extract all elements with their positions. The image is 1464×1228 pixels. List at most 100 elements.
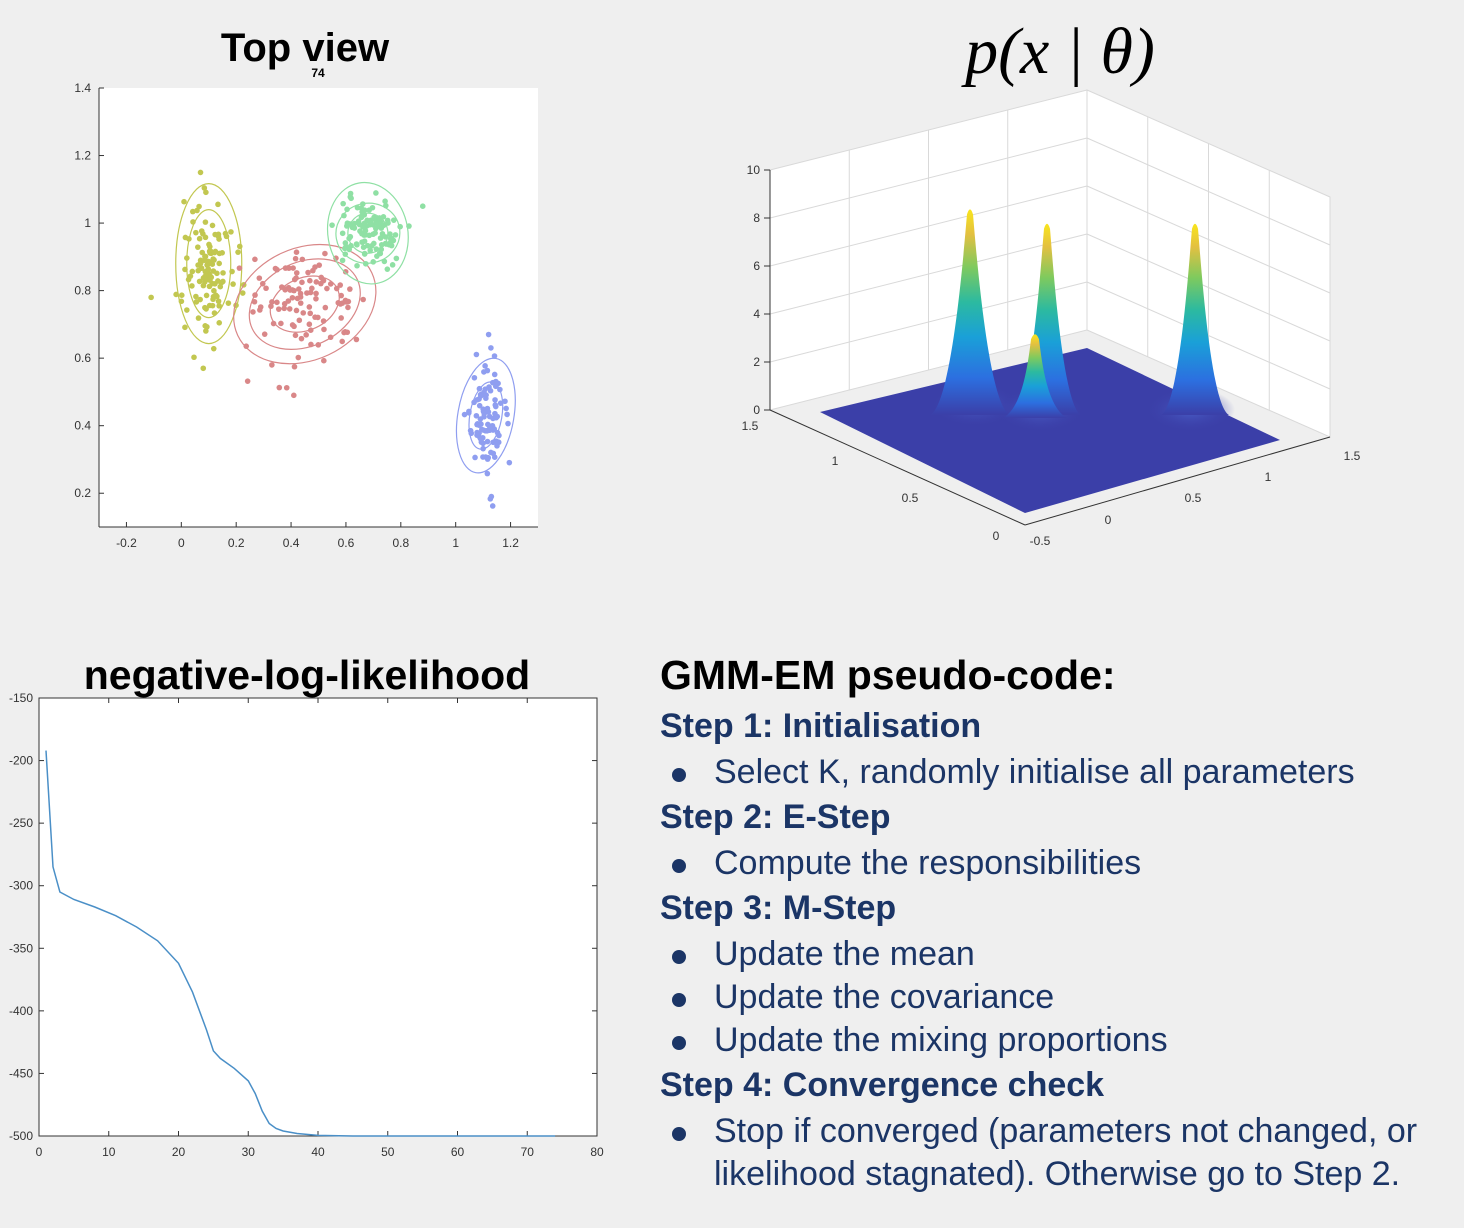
scatter-point [291, 363, 298, 370]
scatter-point [236, 265, 243, 271]
scatter-point [287, 287, 293, 293]
scatter-point [482, 454, 489, 460]
scatter-point [307, 310, 314, 317]
scatter-point [299, 279, 305, 286]
nll-y-tick-label: -400 [9, 1004, 33, 1018]
scatter-point [292, 332, 299, 339]
scatter-point [480, 445, 486, 452]
scatter-point [344, 329, 351, 336]
step-item-text: Update the mean [714, 935, 975, 973]
scatter-point [293, 270, 300, 276]
scatter-point [361, 238, 368, 245]
scatter-point [200, 365, 207, 372]
scatter-point [324, 285, 330, 292]
surface-chart: 0 2 4 6 8 10 1.5 1 0.5 0 -0.5 0 0.5 1 1.5 [742, 89, 1361, 548]
scatter-point [378, 241, 385, 248]
scatter-point [484, 428, 490, 434]
bullet-icon [672, 1127, 686, 1141]
scatter-point [497, 400, 504, 406]
scatter-point [341, 212, 347, 219]
scatter-point [303, 332, 309, 338]
scatter-point [204, 262, 210, 268]
scatter-point [182, 324, 188, 331]
scatter-point [506, 459, 513, 466]
scatter-point [178, 298, 185, 305]
scatter-point [321, 357, 327, 364]
scatter-point [362, 260, 369, 267]
scatter-point [216, 303, 222, 309]
scatter-point [337, 282, 344, 288]
surface-grid-line [769, 137, 1088, 219]
scatter-point [471, 374, 478, 381]
nll-x-tick-label: 50 [381, 1145, 395, 1159]
scatter-point [257, 307, 263, 313]
scatter-point [189, 283, 195, 289]
step-list: Update the mean Update the covariance Upda… [660, 933, 1460, 1062]
scatter-x-tick-label: 0.2 [228, 536, 245, 550]
scatter-point [283, 384, 290, 391]
scatter-point [251, 298, 258, 305]
scatter-point [197, 169, 204, 176]
scatter-point [278, 284, 285, 290]
scatter-point [342, 240, 349, 246]
step-list: Stop if converged (parameters not change… [660, 1110, 1460, 1196]
scatter-point [461, 411, 468, 418]
scatter-point [209, 222, 216, 229]
scatter-point [492, 403, 499, 410]
scatter-point [173, 291, 179, 298]
scatter-point [206, 241, 212, 248]
scatter-point [203, 292, 210, 299]
scatter-point [191, 354, 197, 361]
bullet-icon [672, 768, 686, 782]
nll-plot-area [38, 697, 598, 1137]
scatter-point [268, 303, 274, 310]
scatter-point [320, 318, 327, 324]
bullet-icon [672, 859, 686, 873]
scatter-point [193, 293, 199, 300]
scatter-point [274, 266, 280, 273]
scatter-subtitle: 74 [311, 66, 325, 80]
surface-title: p(x | θ) [940, 14, 1180, 90]
scatter-point [220, 270, 226, 276]
surface-z-tick-label: 8 [753, 211, 760, 225]
scatter-point [294, 295, 301, 302]
scatter-point [307, 327, 314, 333]
scatter-point [269, 362, 275, 368]
nll-series-line [45, 750, 556, 1137]
scatter-point [202, 322, 208, 329]
step-item-text: Select K, randomly initialise all parame… [714, 753, 1355, 791]
scatter-point [235, 249, 241, 255]
scatter-point [368, 243, 375, 249]
step-list: Compute the responsibilities [660, 842, 1460, 885]
scatter-point [184, 255, 190, 261]
step-heading: Step 3: M-Step [660, 889, 897, 927]
scatter-point [299, 256, 306, 263]
scatter-point [229, 268, 235, 275]
scatter-point [385, 220, 391, 226]
scatter-point [493, 413, 500, 420]
surface-left-tick-label: 1 [832, 454, 839, 468]
scatter-point [211, 249, 218, 256]
scatter-point [473, 412, 480, 419]
step-item-text: Stop if converged (parameters not change… [714, 1112, 1418, 1193]
scatter-point [243, 343, 250, 349]
scatter-point [378, 246, 385, 253]
scatter-point [290, 265, 296, 271]
surface-z-tick-label: 0 [753, 403, 760, 417]
scatter-point [477, 436, 484, 442]
scatter-point [276, 384, 283, 391]
scatter-point [491, 371, 498, 378]
nll-chart: 0 10 20 30 40 50 60 70 80 -150 -200 -250 -300 -350 -40… [9, 691, 604, 1159]
scatter-point [347, 233, 354, 240]
scatter-point [189, 268, 196, 275]
scatter-x-tick-label: -0.2 [116, 536, 137, 550]
scatter-point [340, 200, 346, 207]
scatter-point [187, 273, 194, 279]
scatter-point [491, 454, 498, 460]
scatter-point [291, 276, 298, 283]
scatter-point [225, 300, 232, 306]
nll-x-tick-label: 10 [102, 1145, 116, 1159]
scatter-point [375, 223, 382, 230]
scatter-point [343, 299, 350, 305]
scatter-point [313, 279, 320, 285]
